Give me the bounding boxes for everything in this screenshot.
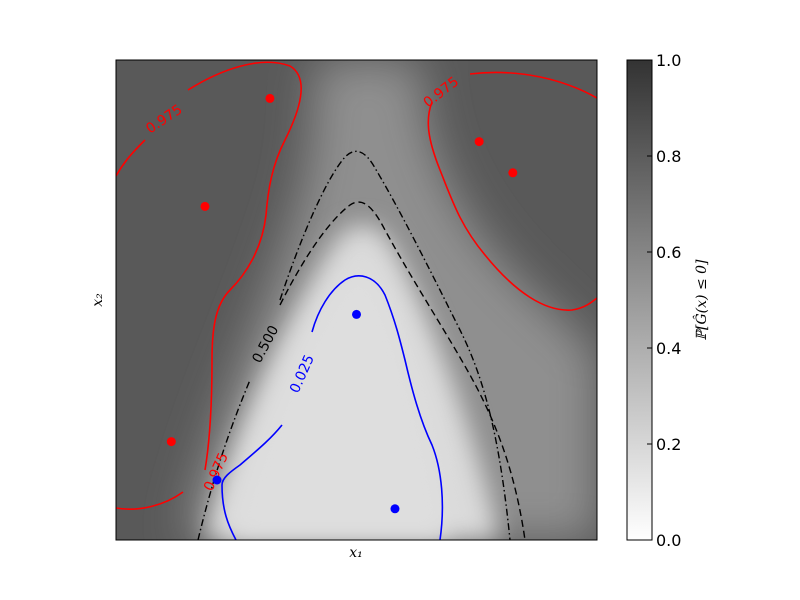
colorbar-tick-label-1: 0.2 [656,435,681,454]
contour-0025 [221,275,444,540]
colorbar-label: ℙ[Ĝ(x) ≤ 0] [692,259,710,341]
contour-0500 [197,150,511,540]
contours [116,61,597,540]
data-point-red-1 [200,201,210,211]
contour-0975-upper-right [427,71,597,311]
data-point-red-2 [474,137,484,147]
data-point-blue-6 [212,475,222,485]
data-point-blue-7 [390,504,400,514]
colorbar-gradient [626,59,653,541]
colorbar-tick-label-0: 0.0 [656,531,681,550]
colorbar-ticks: 0.0 0.2 0.4 0.6 0.8 1.0 [647,51,681,550]
colorbar-tick-label-5: 1.0 [656,51,681,70]
colorbar-tick-label-4: 0.8 [656,147,681,166]
y-axis-label: x₂ [90,293,106,307]
colorbar-tick-label-2: 0.4 [656,339,681,358]
data-point-blue-5 [352,309,361,319]
data-point-red-0 [265,93,275,103]
data-point-red-3 [508,168,518,178]
x-axis-label: x₁ [349,545,363,561]
data-points [166,93,518,514]
plot-frame [115,59,598,541]
data-point-red-4 [166,437,176,447]
colorbar-tick-label-3: 0.6 [656,243,681,262]
heatmap-field [116,60,597,540]
colorbar: 0.0 0.2 0.4 0.6 0.8 1.0 ℙ[Ĝ(x) ≤ 0] [626,51,710,550]
contour-0975-lower-left [116,491,184,510]
contour-0975-upper-left [116,61,302,471]
contour-dashed [279,201,526,540]
